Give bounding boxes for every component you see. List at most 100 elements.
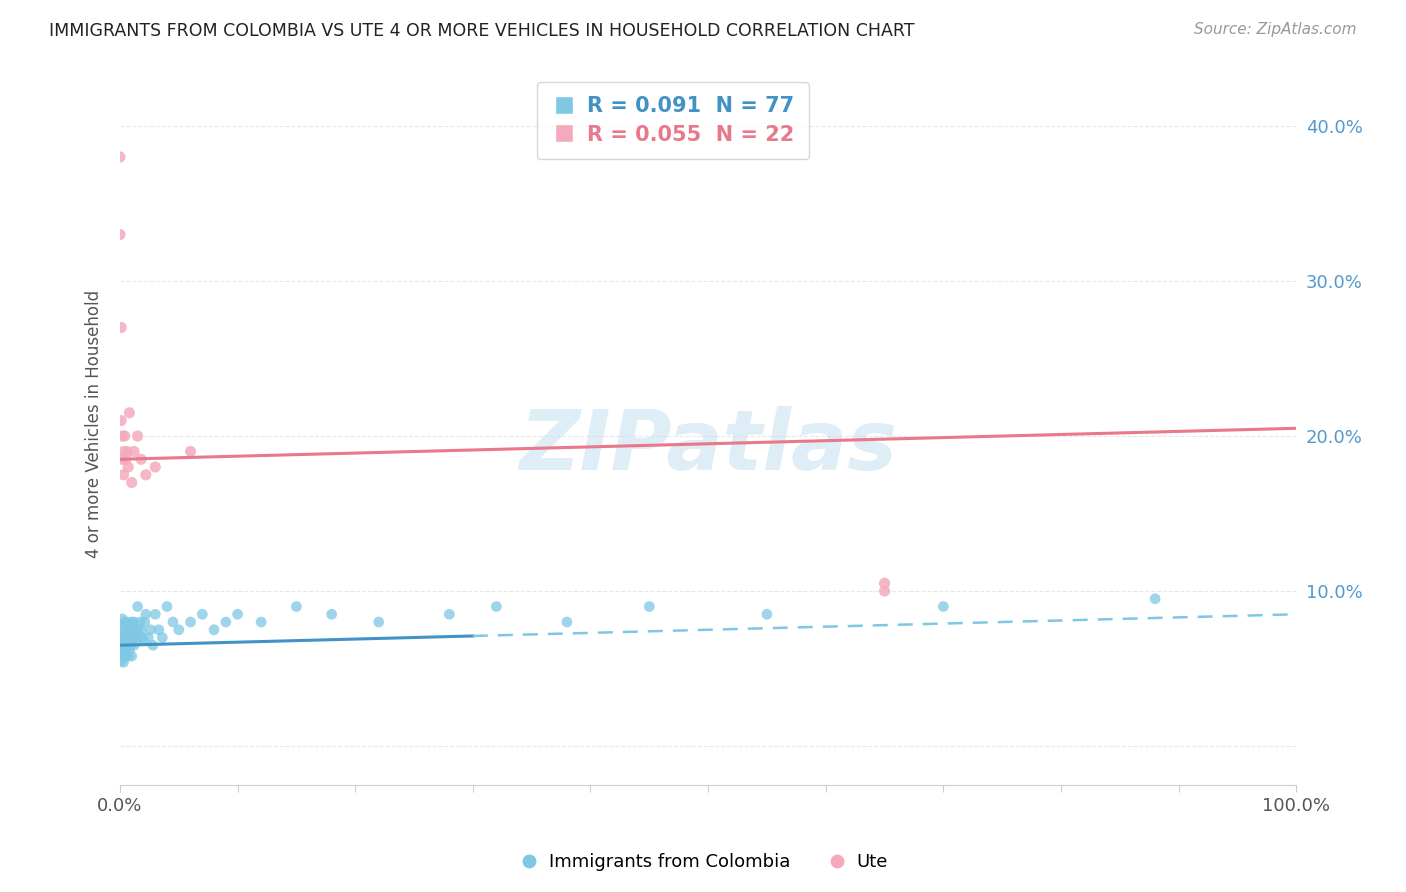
Point	[118, 406, 141, 420]
Point	[114, 631, 136, 645]
Point	[148, 623, 170, 637]
Point	[250, 615, 273, 629]
Legend: R = 0.091  N = 77, R = 0.055  N = 22: R = 0.091 N = 77, R = 0.055 N = 22	[537, 82, 808, 159]
Point	[112, 444, 135, 458]
Point	[115, 623, 138, 637]
Point	[115, 615, 138, 629]
Legend: Immigrants from Colombia, Ute: Immigrants from Colombia, Ute	[510, 847, 896, 879]
Point	[132, 633, 155, 648]
Point	[485, 599, 508, 614]
Text: Source: ZipAtlas.com: Source: ZipAtlas.com	[1194, 22, 1357, 37]
Point	[117, 633, 139, 648]
Point	[167, 623, 190, 637]
Point	[121, 615, 143, 629]
Text: ZIPatlas: ZIPatlas	[519, 406, 897, 486]
Point	[638, 599, 661, 614]
Point	[110, 413, 132, 427]
Point	[114, 649, 136, 664]
Point	[139, 623, 162, 637]
Point	[755, 607, 778, 622]
Point	[111, 627, 134, 641]
Point	[111, 429, 134, 443]
Point	[111, 612, 134, 626]
Point	[120, 638, 142, 652]
Point	[150, 631, 173, 645]
Point	[129, 623, 152, 637]
Point	[117, 460, 139, 475]
Point	[135, 607, 157, 622]
Point	[117, 623, 139, 637]
Point	[122, 631, 145, 645]
Point	[112, 623, 135, 637]
Point	[128, 631, 150, 645]
Point	[117, 649, 139, 664]
Point	[115, 627, 138, 641]
Point	[118, 631, 141, 645]
Point	[129, 452, 152, 467]
Point	[122, 623, 145, 637]
Point	[118, 618, 141, 632]
Point	[115, 452, 138, 467]
Point	[115, 638, 138, 652]
Point	[873, 576, 896, 591]
Point	[134, 615, 156, 629]
Point	[110, 654, 132, 668]
Point	[112, 656, 135, 670]
Point	[115, 638, 138, 652]
Point	[120, 631, 142, 645]
Y-axis label: 4 or more Vehicles in Household: 4 or more Vehicles in Household	[86, 290, 103, 558]
Point	[121, 475, 143, 490]
Point	[122, 444, 145, 458]
Point	[112, 646, 135, 660]
Point	[121, 633, 143, 648]
Point	[135, 467, 157, 482]
Point	[1144, 591, 1167, 606]
Point	[121, 649, 143, 664]
Point	[127, 429, 149, 443]
Point	[191, 607, 214, 622]
Point	[129, 615, 152, 629]
Point	[108, 638, 131, 652]
Point	[111, 638, 134, 652]
Point	[122, 638, 145, 652]
Point	[143, 460, 166, 475]
Point	[873, 584, 896, 599]
Point	[110, 633, 132, 648]
Point	[111, 648, 134, 662]
Point	[136, 631, 159, 645]
Point	[555, 615, 578, 629]
Point	[115, 444, 138, 458]
Point	[202, 623, 225, 637]
Point	[108, 627, 131, 641]
Point	[932, 599, 955, 614]
Point	[114, 429, 136, 443]
Point	[125, 627, 148, 641]
Point	[114, 615, 136, 629]
Point	[180, 444, 202, 458]
Point	[108, 227, 131, 242]
Point	[180, 615, 202, 629]
Point	[122, 615, 145, 629]
Point	[124, 631, 146, 645]
Text: IMMIGRANTS FROM COLOMBIA VS UTE 4 OR MORE VEHICLES IN HOUSEHOLD CORRELATION CHAR: IMMIGRANTS FROM COLOMBIA VS UTE 4 OR MOR…	[49, 22, 915, 40]
Point	[127, 623, 149, 637]
Point	[162, 615, 184, 629]
Point	[143, 607, 166, 622]
Point	[114, 638, 136, 652]
Point	[110, 618, 132, 632]
Point	[321, 607, 343, 622]
Point	[108, 649, 131, 664]
Point	[115, 631, 138, 645]
Point	[439, 607, 461, 622]
Point	[131, 631, 153, 645]
Point	[156, 599, 179, 614]
Point	[111, 452, 134, 467]
Point	[226, 607, 249, 622]
Point	[110, 320, 132, 334]
Point	[115, 646, 138, 660]
Point	[118, 643, 141, 657]
Point	[215, 615, 238, 629]
Point	[112, 633, 135, 648]
Point	[112, 467, 135, 482]
Point	[108, 150, 131, 164]
